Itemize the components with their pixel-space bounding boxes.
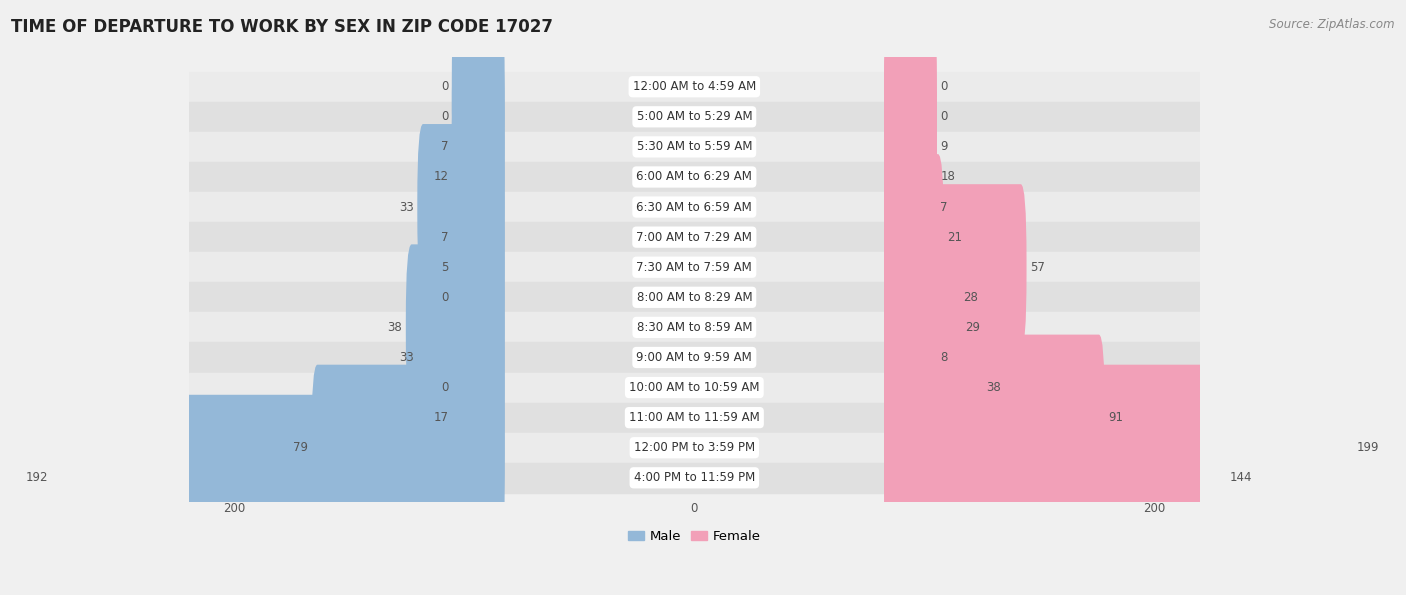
Text: 21: 21 bbox=[948, 231, 962, 243]
Text: 79: 79 bbox=[292, 441, 308, 454]
FancyBboxPatch shape bbox=[406, 245, 505, 411]
FancyBboxPatch shape bbox=[451, 94, 505, 260]
FancyBboxPatch shape bbox=[884, 214, 960, 380]
Text: 6:30 AM to 6:59 AM: 6:30 AM to 6:59 AM bbox=[637, 201, 752, 214]
Text: 199: 199 bbox=[1357, 441, 1379, 454]
Bar bbox=[188, 403, 1201, 433]
Bar bbox=[188, 252, 1201, 282]
Text: 4:00 PM to 11:59 PM: 4:00 PM to 11:59 PM bbox=[634, 471, 755, 484]
FancyBboxPatch shape bbox=[418, 124, 505, 290]
Text: 8: 8 bbox=[941, 351, 948, 364]
Text: 5: 5 bbox=[441, 261, 449, 274]
Text: 200: 200 bbox=[1143, 502, 1166, 515]
FancyBboxPatch shape bbox=[884, 365, 1353, 531]
FancyBboxPatch shape bbox=[451, 154, 505, 320]
FancyBboxPatch shape bbox=[884, 124, 936, 290]
FancyBboxPatch shape bbox=[451, 34, 505, 200]
Text: 7:00 AM to 7:29 AM: 7:00 AM to 7:29 AM bbox=[637, 231, 752, 243]
Text: 8:00 AM to 8:29 AM: 8:00 AM to 8:29 AM bbox=[637, 291, 752, 304]
Text: 17: 17 bbox=[433, 411, 449, 424]
Text: 0: 0 bbox=[441, 80, 449, 93]
Bar bbox=[188, 282, 1201, 312]
Text: 192: 192 bbox=[25, 471, 48, 484]
Text: TIME OF DEPARTURE TO WORK BY SEX IN ZIP CODE 17027: TIME OF DEPARTURE TO WORK BY SEX IN ZIP … bbox=[11, 18, 553, 36]
FancyBboxPatch shape bbox=[451, 4, 505, 170]
Text: Source: ZipAtlas.com: Source: ZipAtlas.com bbox=[1270, 18, 1395, 31]
FancyBboxPatch shape bbox=[451, 305, 505, 471]
FancyBboxPatch shape bbox=[451, 64, 505, 230]
Text: 5:00 AM to 5:29 AM: 5:00 AM to 5:29 AM bbox=[637, 110, 752, 123]
Bar bbox=[188, 192, 1201, 222]
Text: 38: 38 bbox=[986, 381, 1001, 394]
FancyBboxPatch shape bbox=[884, 94, 936, 260]
Text: 12: 12 bbox=[433, 171, 449, 183]
FancyBboxPatch shape bbox=[451, 214, 505, 380]
Bar bbox=[188, 343, 1201, 372]
Text: 0: 0 bbox=[690, 502, 697, 515]
Bar bbox=[188, 312, 1201, 343]
FancyBboxPatch shape bbox=[884, 64, 936, 230]
Text: 6:00 AM to 6:29 AM: 6:00 AM to 6:29 AM bbox=[637, 171, 752, 183]
FancyBboxPatch shape bbox=[312, 365, 505, 531]
Bar bbox=[188, 222, 1201, 252]
FancyBboxPatch shape bbox=[884, 154, 943, 320]
Text: 0: 0 bbox=[441, 291, 449, 304]
Text: 91: 91 bbox=[1108, 411, 1123, 424]
FancyBboxPatch shape bbox=[418, 274, 505, 440]
Text: 33: 33 bbox=[399, 201, 413, 214]
FancyBboxPatch shape bbox=[884, 245, 962, 411]
Text: 0: 0 bbox=[441, 110, 449, 123]
Text: 10:00 AM to 10:59 AM: 10:00 AM to 10:59 AM bbox=[628, 381, 759, 394]
Text: 29: 29 bbox=[966, 321, 980, 334]
Text: 38: 38 bbox=[388, 321, 402, 334]
Text: 0: 0 bbox=[441, 381, 449, 394]
Bar bbox=[188, 102, 1201, 132]
Text: 12:00 PM to 3:59 PM: 12:00 PM to 3:59 PM bbox=[634, 441, 755, 454]
Text: 7: 7 bbox=[941, 201, 948, 214]
Text: 11:00 AM to 11:59 AM: 11:00 AM to 11:59 AM bbox=[628, 411, 759, 424]
Text: 144: 144 bbox=[1230, 471, 1253, 484]
FancyBboxPatch shape bbox=[884, 274, 936, 440]
FancyBboxPatch shape bbox=[884, 305, 983, 471]
FancyBboxPatch shape bbox=[884, 394, 1226, 561]
Bar bbox=[188, 372, 1201, 403]
FancyBboxPatch shape bbox=[884, 334, 1105, 500]
Text: 7: 7 bbox=[441, 231, 449, 243]
Bar bbox=[188, 433, 1201, 463]
Text: 12:00 AM to 4:59 AM: 12:00 AM to 4:59 AM bbox=[633, 80, 756, 93]
FancyBboxPatch shape bbox=[884, 34, 936, 200]
Text: 9: 9 bbox=[941, 140, 948, 154]
Text: 8:30 AM to 8:59 AM: 8:30 AM to 8:59 AM bbox=[637, 321, 752, 334]
Text: 0: 0 bbox=[941, 80, 948, 93]
Text: 5:30 AM to 5:59 AM: 5:30 AM to 5:59 AM bbox=[637, 140, 752, 154]
Bar bbox=[188, 132, 1201, 162]
Bar bbox=[188, 71, 1201, 102]
FancyBboxPatch shape bbox=[52, 394, 505, 561]
Text: 200: 200 bbox=[224, 502, 246, 515]
Text: 7: 7 bbox=[441, 140, 449, 154]
Bar bbox=[188, 463, 1201, 493]
Text: 28: 28 bbox=[963, 291, 979, 304]
Legend: Male, Female: Male, Female bbox=[623, 525, 766, 549]
Text: 57: 57 bbox=[1031, 261, 1045, 274]
Text: 9:00 AM to 9:59 AM: 9:00 AM to 9:59 AM bbox=[637, 351, 752, 364]
FancyBboxPatch shape bbox=[884, 4, 936, 170]
Text: 7:30 AM to 7:59 AM: 7:30 AM to 7:59 AM bbox=[637, 261, 752, 274]
FancyBboxPatch shape bbox=[884, 184, 1026, 350]
Bar bbox=[188, 162, 1201, 192]
FancyBboxPatch shape bbox=[451, 334, 505, 500]
Text: 0: 0 bbox=[941, 110, 948, 123]
Text: 18: 18 bbox=[941, 171, 955, 183]
Text: 33: 33 bbox=[399, 351, 413, 364]
FancyBboxPatch shape bbox=[451, 184, 505, 350]
